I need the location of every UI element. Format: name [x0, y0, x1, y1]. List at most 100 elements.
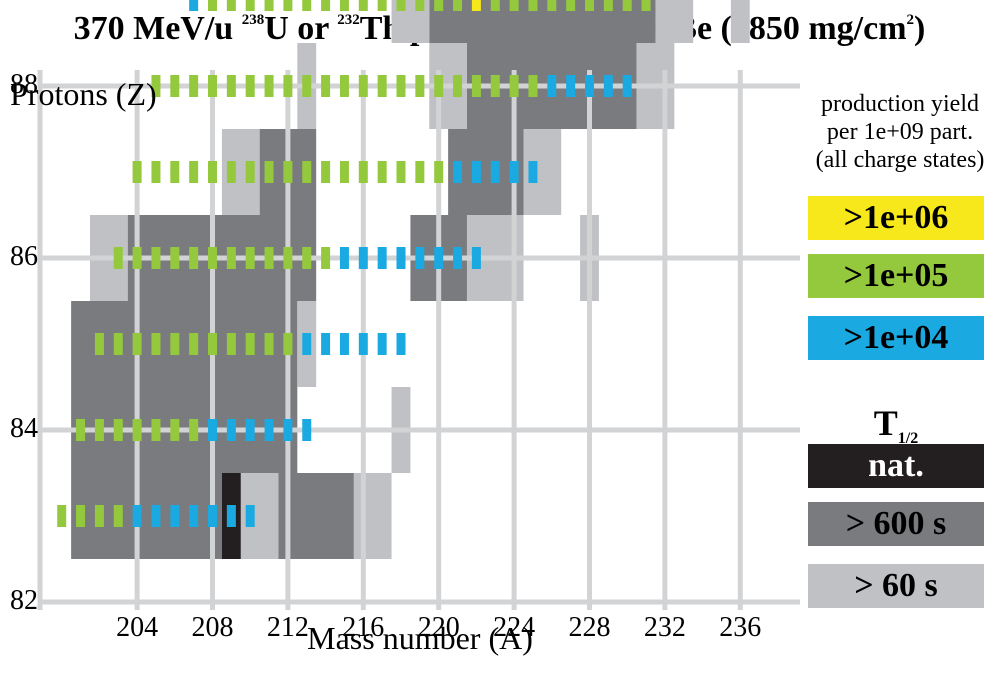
yield-marker-y5 — [226, 0, 236, 11]
yield-marker-y5 — [321, 0, 331, 11]
yield-marker-y5 — [57, 505, 67, 527]
yield-marker-y5 — [189, 75, 199, 97]
yield-marker-y4 — [453, 247, 463, 269]
legend-yield-1e5: >1e+05 — [808, 254, 984, 298]
yield-marker-y5 — [208, 247, 217, 269]
yield-marker-y5 — [208, 333, 217, 355]
legend-yield-title-2: per 1e+09 part. — [826, 119, 974, 145]
yield-marker-y4 — [377, 247, 387, 269]
y-tick-label: 82 — [10, 585, 38, 616]
yield-marker-y5 — [509, 75, 519, 97]
yield-marker-y5 — [396, 75, 406, 97]
yield-marker-y4 — [189, 505, 199, 527]
legend-yield-1e6: >1e+06 — [808, 196, 984, 240]
yield-marker-y5 — [283, 161, 293, 183]
yield-marker-y5 — [113, 333, 123, 355]
yield-marker-y4 — [547, 75, 557, 97]
yield-marker-y5 — [415, 161, 425, 183]
yield-marker-y5 — [321, 247, 331, 269]
x-tick-label: 212 — [266, 612, 309, 643]
yield-marker-y4 — [566, 75, 576, 97]
yield-marker-y4 — [170, 505, 180, 527]
yield-marker-y4 — [132, 505, 142, 527]
yield-marker-y5 — [151, 247, 161, 269]
yield-marker-y5 — [377, 0, 387, 11]
yield-marker-y4 — [245, 505, 255, 527]
yield-marker-y4 — [471, 161, 481, 183]
yield-marker-y5 — [245, 247, 255, 269]
legend-halflife-60s: > 60 s — [808, 564, 984, 608]
yield-marker-y5 — [377, 75, 387, 97]
yield-marker-y5 — [641, 0, 651, 11]
yield-marker-y5 — [94, 419, 104, 441]
yield-marker-y5 — [189, 419, 199, 441]
yield-marker-y4 — [264, 419, 274, 441]
x-tick-label: 208 — [191, 612, 234, 643]
yield-marker-y5 — [434, 75, 444, 97]
yield-marker-y5 — [566, 0, 576, 11]
yield-marker-y5 — [208, 0, 217, 11]
yield-marker-y5 — [170, 75, 180, 97]
yield-marker-y4 — [189, 0, 199, 11]
yield-marker-y5 — [113, 505, 123, 527]
yield-marker-y4 — [358, 247, 368, 269]
yield-marker-y4 — [622, 75, 632, 97]
y-axis-label: Protons (Z) — [10, 76, 157, 112]
yield-marker-y5 — [528, 75, 538, 97]
yield-marker-y5 — [170, 247, 180, 269]
yield-marker-y5 — [264, 161, 274, 183]
yield-marker-y5 — [151, 161, 161, 183]
yield-marker-y4 — [321, 333, 331, 355]
yield-marker-y5 — [302, 75, 312, 97]
yield-marker-y5 — [226, 333, 236, 355]
yield-marker-y4 — [358, 333, 368, 355]
yield-marker-y5 — [245, 333, 255, 355]
yield-marker-y5 — [358, 0, 368, 11]
yield-marker-y4 — [151, 505, 161, 527]
yield-marker-y5 — [245, 161, 255, 183]
yield-marker-y5 — [94, 505, 104, 527]
yield-marker-y5 — [94, 333, 104, 355]
legend-halflife-600s: > 600 s — [808, 502, 984, 546]
yield-marker-y5 — [245, 75, 255, 97]
halflife-region-s600 — [429, 0, 656, 43]
yield-marker-y5 — [151, 75, 161, 97]
yield-marker-y4 — [585, 75, 594, 97]
halflife-region-s60 — [353, 473, 392, 559]
yield-marker-y5 — [132, 333, 142, 355]
yield-marker-y5 — [453, 75, 463, 97]
y-tick-label: 88 — [10, 69, 38, 100]
halflife-region-s600 — [278, 473, 354, 559]
x-tick-label: 224 — [493, 612, 536, 643]
yield-marker-y5 — [585, 0, 594, 11]
yield-marker-y5 — [490, 0, 500, 11]
yield-marker-y4 — [434, 247, 444, 269]
x-tick-label: 236 — [719, 612, 762, 643]
halflife-region-s60 — [655, 0, 694, 43]
yield-marker-y5 — [264, 333, 274, 355]
yield-marker-y5 — [396, 0, 406, 11]
yield-marker-y5 — [528, 0, 538, 11]
halflife-region-s600 — [71, 473, 222, 559]
yield-marker-y5 — [264, 0, 274, 11]
yield-marker-y5 — [208, 75, 217, 97]
yield-marker-y5 — [76, 505, 86, 527]
yield-marker-y5 — [415, 75, 425, 97]
yield-marker-y5 — [208, 161, 217, 183]
yield-marker-y5 — [377, 161, 387, 183]
halflife-region-s600 — [71, 301, 298, 387]
yield-marker-y4 — [415, 247, 425, 269]
yield-marker-y5 — [283, 247, 293, 269]
legend-yield-title-3: (all charge states) — [815, 147, 985, 173]
yield-marker-y5 — [283, 0, 293, 11]
yield-marker-y5 — [622, 0, 632, 11]
x-tick-label: 204 — [116, 612, 159, 643]
yield-marker-y4 — [603, 75, 613, 97]
legend-yield-1e4: >1e+04 — [808, 316, 984, 360]
x-tick-label: 220 — [417, 612, 460, 643]
yield-marker-y4 — [528, 161, 538, 183]
yield-marker-y5 — [302, 161, 312, 183]
yield-marker-y5 — [603, 0, 613, 11]
legend-yield-title-1: production yield — [821, 91, 979, 117]
